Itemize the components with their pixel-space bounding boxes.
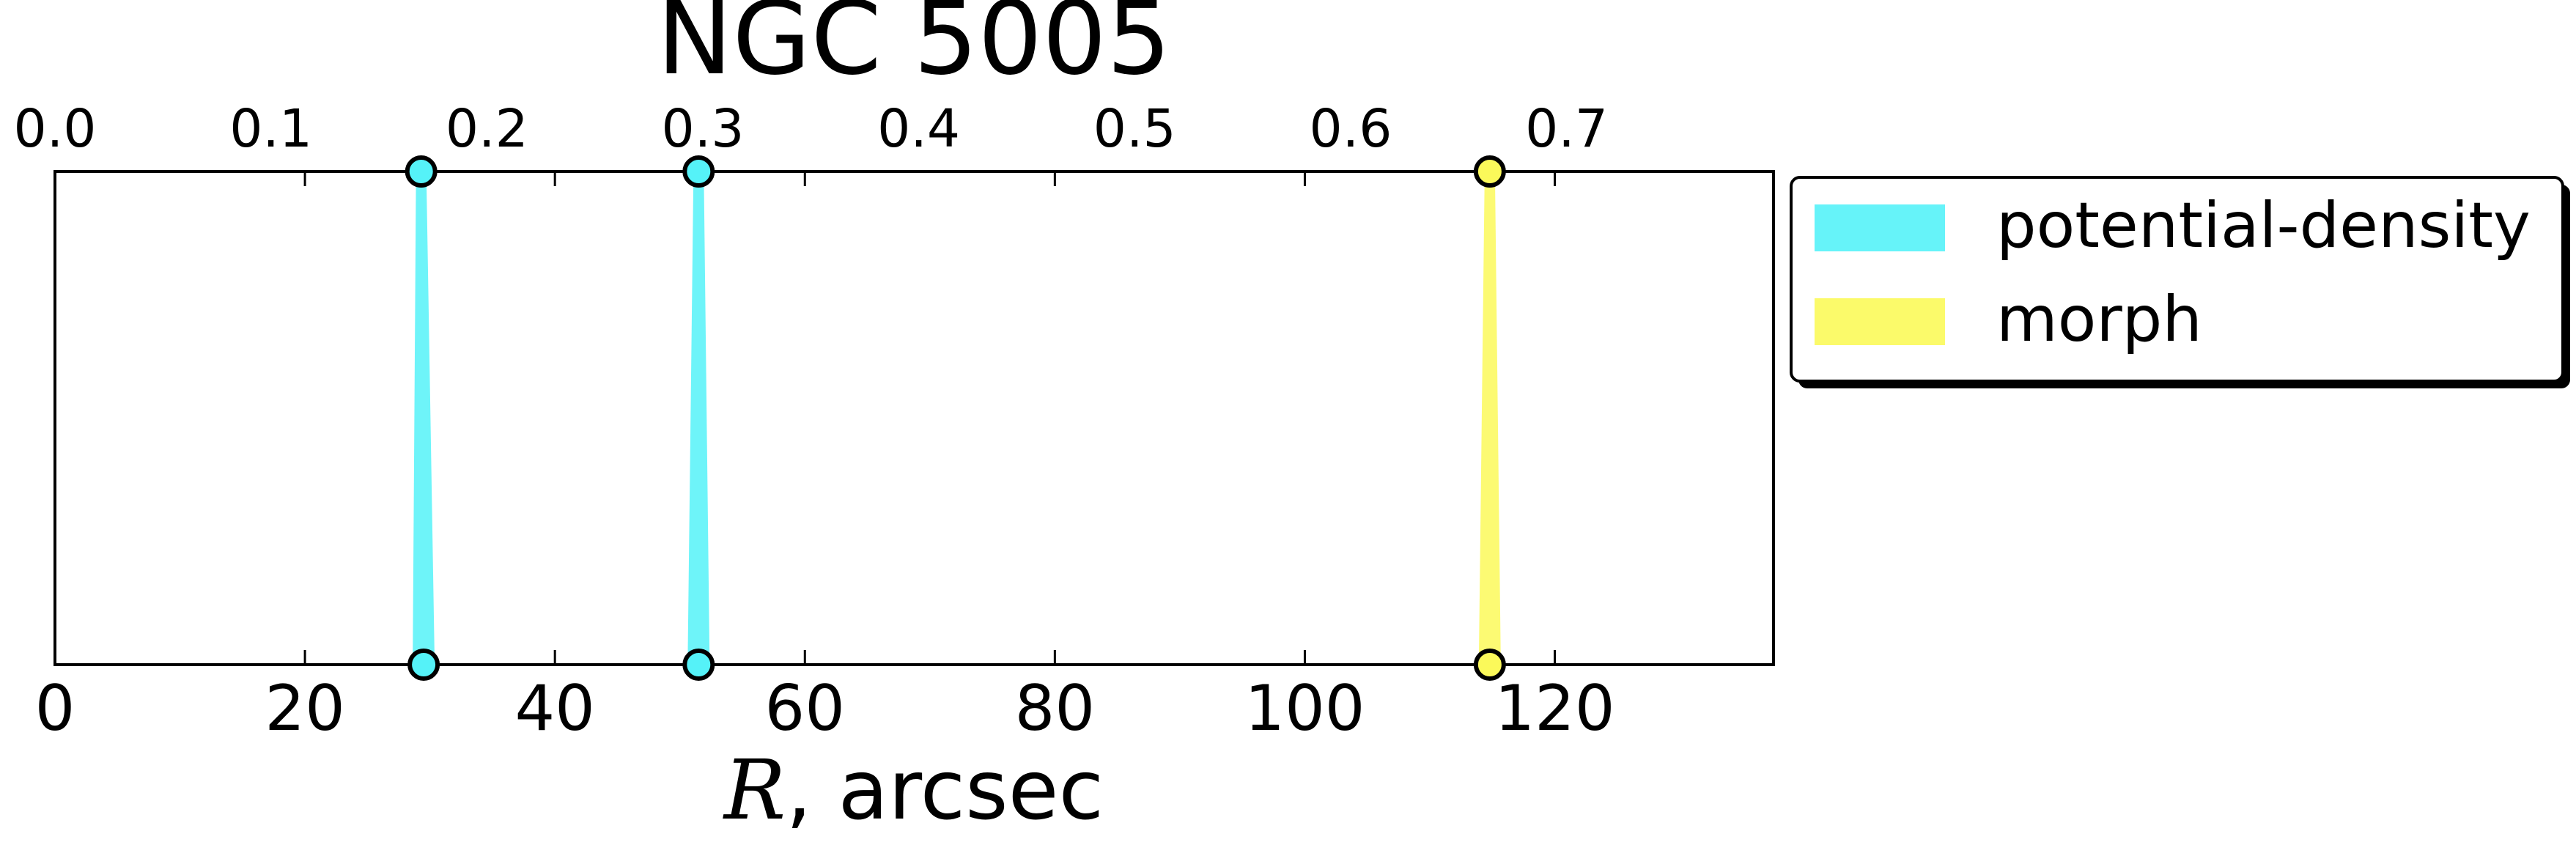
marker-bottom-morph-0	[1473, 649, 1506, 681]
band-morph-0	[1478, 171, 1501, 665]
top-tick-label-3: 0.3	[661, 98, 744, 159]
legend-swatch-1	[1815, 298, 1945, 345]
legend-swatch-0	[1815, 204, 1945, 251]
chart-title: NGC 5005	[657, 0, 1171, 97]
top-tick-label-0: 0.0	[14, 98, 97, 159]
legend-box	[1790, 176, 2564, 383]
band-potential-density-0	[413, 171, 435, 665]
legend: potential-density morph	[1790, 176, 2570, 388]
top-tick-label-6: 0.6	[1309, 98, 1392, 159]
top-tick-label-2: 0.2	[446, 98, 528, 159]
x-tick-label-1: 20	[265, 672, 344, 745]
top-tick-label-5: 0.5	[1093, 98, 1176, 159]
marker-bottom-potential-density-1	[682, 649, 715, 681]
top-tick-label-4: 0.4	[877, 98, 960, 159]
x-tick-label-2: 40	[514, 672, 594, 745]
markers	[405, 155, 1506, 681]
marker-top-potential-density-1	[682, 155, 715, 188]
marker-bottom-potential-density-0	[407, 649, 440, 681]
band-potential-density-1	[687, 171, 710, 665]
x-tick-label-6: 120	[1494, 672, 1614, 745]
x-axis-unit: , arcsec	[786, 743, 1104, 838]
x-axis-label: R, arcsec	[723, 743, 1104, 838]
legend-entries: potential-density morph	[1815, 189, 2531, 356]
marker-top-morph-0	[1473, 155, 1506, 188]
plot-frame	[53, 170, 1775, 666]
x-tick-label-0: 0	[35, 672, 75, 745]
x-axis-symbol: R	[723, 743, 786, 838]
x-tick-label-3: 60	[765, 672, 845, 745]
marker-top-potential-density-0	[405, 155, 438, 188]
top-tick-label-1: 0.1	[229, 98, 312, 159]
bottom-axis: 0 20 40 60 80 100 120	[35, 171, 1615, 745]
top-axis: 0.0 0.1 0.2 0.3 0.4 0.5 0.6 0.7	[14, 98, 1608, 159]
x-tick-label-4: 80	[1015, 672, 1095, 745]
x-tick-label-5: 100	[1244, 672, 1365, 745]
top-tick-label-7: 0.7	[1525, 98, 1608, 159]
legend-label-0: potential-density	[1996, 189, 2531, 262]
marker-bands	[413, 171, 1501, 665]
legend-label-1: morph	[1996, 283, 2202, 356]
